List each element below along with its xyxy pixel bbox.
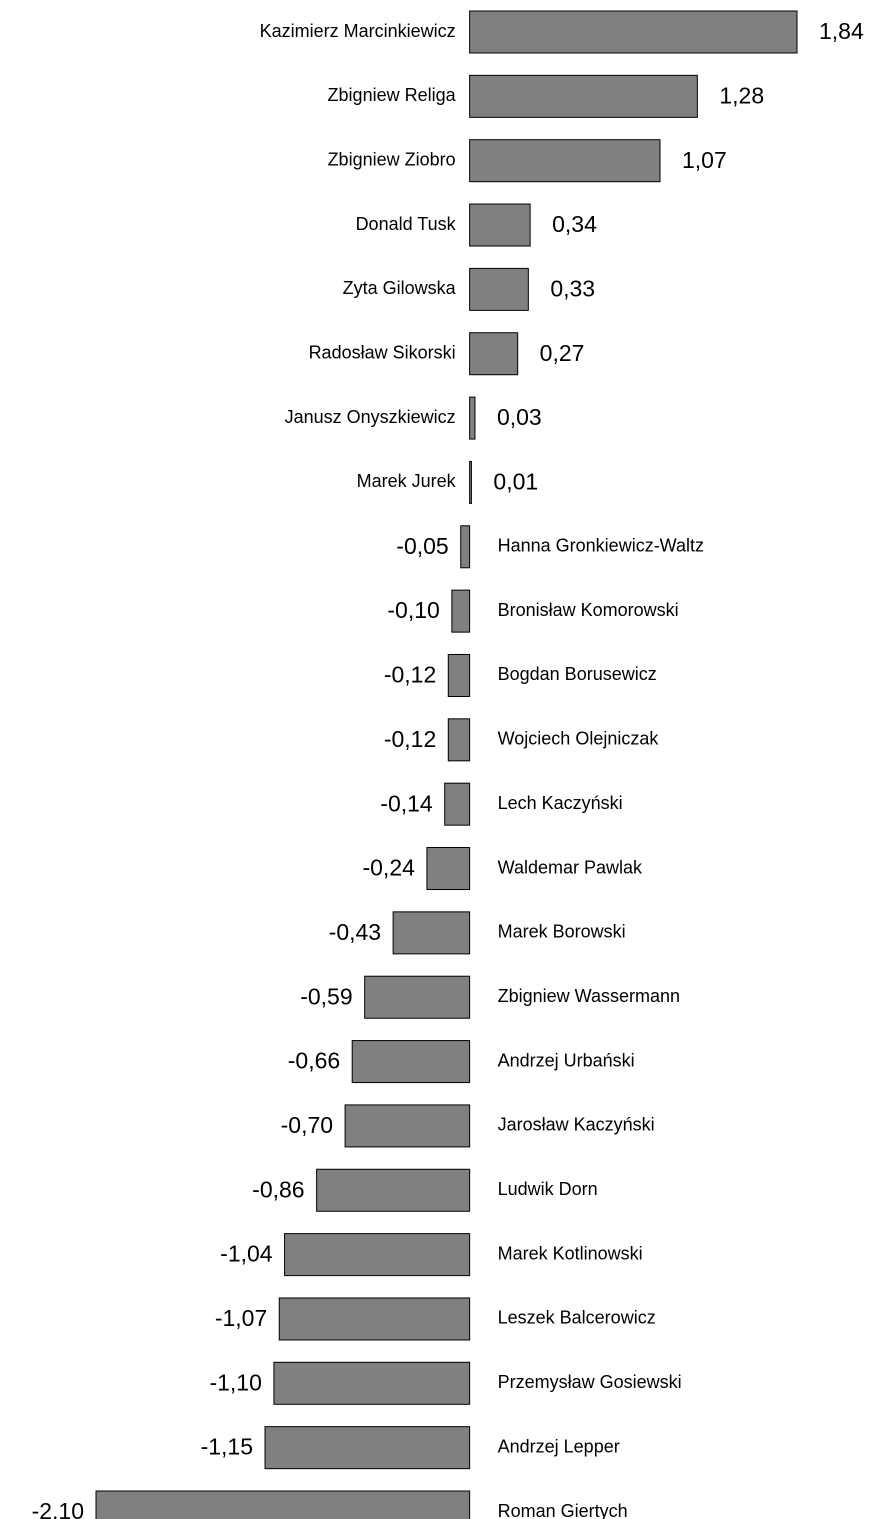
bar — [460, 525, 471, 569]
bar — [344, 1104, 471, 1148]
category-label: Marek Kotlinowski — [498, 1243, 643, 1263]
value-label: -0,24 — [362, 855, 415, 881]
bar — [264, 1426, 471, 1470]
category-label: Zbigniew Religa — [328, 85, 457, 105]
bar — [364, 975, 471, 1019]
bar — [444, 782, 471, 826]
value-label: 0,01 — [493, 469, 538, 495]
category-label: Zbigniew Ziobro — [328, 149, 456, 169]
value-label: -1,04 — [220, 1241, 273, 1267]
bar — [469, 10, 798, 54]
value-label: -0,43 — [329, 919, 381, 945]
value-label: -0,59 — [300, 983, 352, 1009]
category-label: Roman Giertych — [498, 1501, 628, 1519]
category-label: Waldemar Pawlak — [498, 857, 643, 877]
category-label: Lech Kaczyński — [498, 793, 623, 813]
category-label: Zyta Gilowska — [343, 278, 457, 298]
value-label: -0,66 — [288, 1048, 340, 1074]
category-label: Zbigniew Wassermann — [498, 986, 680, 1006]
bar — [392, 911, 471, 955]
value-label: 0,34 — [552, 211, 597, 237]
value-label: 0,03 — [497, 404, 542, 430]
bar — [469, 139, 661, 183]
bar — [469, 332, 519, 376]
category-label: Leszek Balcerowicz — [498, 1308, 656, 1328]
value-label: 1,84 — [819, 18, 864, 44]
value-label: -0,10 — [387, 597, 439, 623]
bar — [469, 460, 472, 504]
value-label: -0,86 — [252, 1176, 304, 1202]
category-label: Donald Tusk — [356, 214, 457, 234]
value-label: 1,07 — [682, 147, 727, 173]
category-label: Marek Borowski — [498, 922, 626, 942]
category-label: Wojciech Olejniczak — [498, 729, 660, 749]
bar — [278, 1297, 471, 1341]
category-label: Radosław Sikorski — [309, 342, 456, 362]
bar — [469, 396, 476, 440]
value-label: 1,28 — [719, 82, 764, 108]
value-label: -2,10 — [32, 1498, 84, 1519]
value-label: -1,10 — [209, 1369, 261, 1395]
bar — [426, 847, 471, 891]
category-label: Andrzej Lepper — [498, 1436, 620, 1456]
value-label: -0,14 — [380, 790, 433, 816]
bar — [351, 1040, 471, 1084]
bar — [469, 74, 698, 118]
bar — [451, 589, 471, 633]
category-label: Bronisław Komorowski — [498, 600, 679, 620]
category-label: Marek Jurek — [357, 471, 457, 491]
value-label: -0,70 — [281, 1112, 333, 1138]
category-label: Przemysław Gosiewski — [498, 1372, 682, 1392]
value-label: 0,27 — [540, 340, 585, 366]
category-label: Ludwik Dorn — [498, 1179, 598, 1199]
bar — [447, 653, 471, 697]
value-label: -1,07 — [215, 1305, 267, 1331]
category-label: Kazimierz Marcinkiewicz — [260, 21, 456, 41]
value-label: -0,12 — [384, 662, 436, 688]
bar — [316, 1168, 471, 1212]
bar — [95, 1490, 471, 1519]
bar — [447, 718, 471, 762]
bar — [273, 1361, 471, 1405]
bar — [469, 267, 529, 311]
category-label: Hanna Gronkiewicz-Waltz — [498, 536, 704, 556]
category-label: Jarosław Kaczyński — [498, 1115, 655, 1135]
category-label: Bogdan Borusewicz — [498, 664, 657, 684]
category-label: Andrzej Urbański — [498, 1050, 635, 1070]
value-label: 0,33 — [550, 275, 595, 301]
value-label: -1,15 — [201, 1434, 253, 1460]
category-label: Janusz Onyszkiewicz — [285, 407, 456, 427]
bar — [469, 203, 531, 247]
value-label: -0,12 — [384, 726, 436, 752]
value-label: -0,05 — [396, 533, 448, 559]
bar — [284, 1233, 471, 1277]
